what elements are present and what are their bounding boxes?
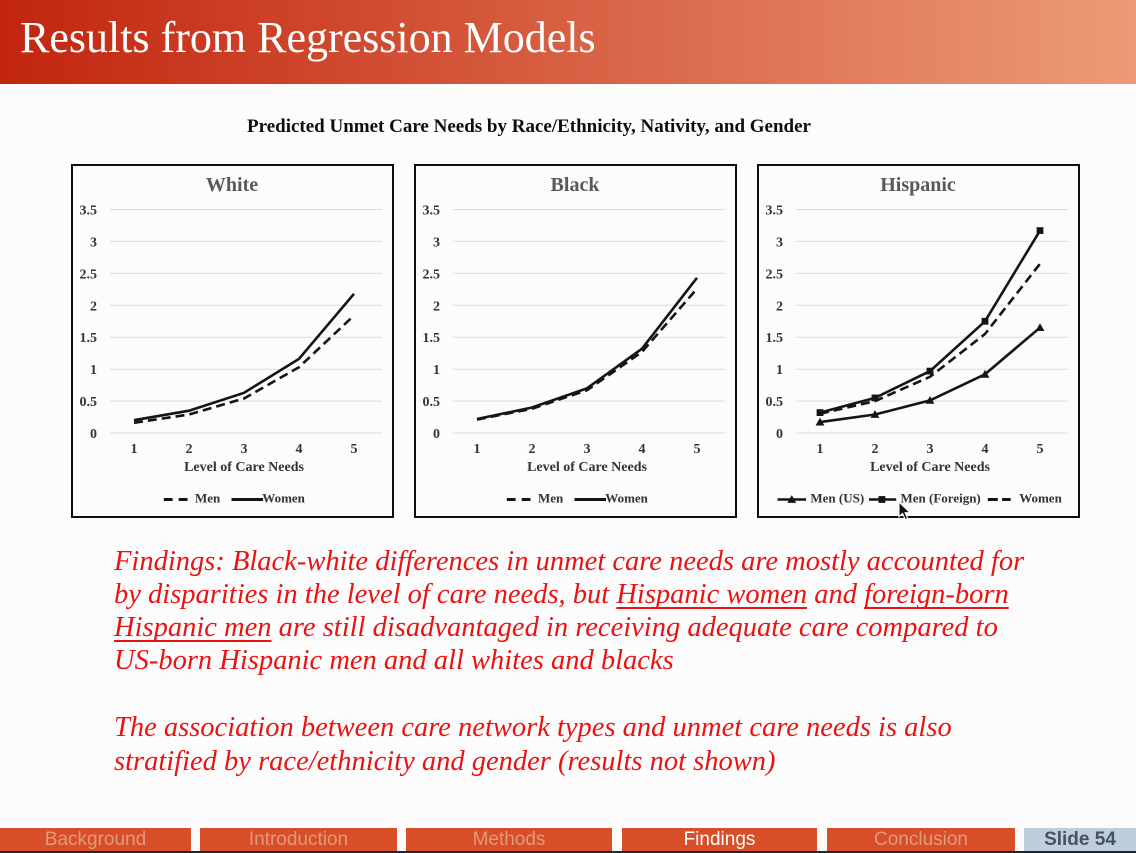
svg-text:0: 0 bbox=[776, 427, 783, 442]
svg-text:2: 2 bbox=[433, 299, 440, 314]
svg-text:5: 5 bbox=[1037, 442, 1044, 457]
svg-text:White: White bbox=[206, 174, 258, 196]
svg-text:Men (US): Men (US) bbox=[810, 491, 864, 506]
svg-text:2: 2 bbox=[529, 442, 536, 457]
svg-text:0.5: 0.5 bbox=[423, 395, 441, 410]
svg-text:3.5: 3.5 bbox=[423, 204, 441, 219]
svg-text:Level of Care Needs: Level of Care Needs bbox=[870, 460, 990, 475]
svg-text:3: 3 bbox=[776, 235, 783, 250]
svg-text:Hispanic: Hispanic bbox=[880, 174, 956, 196]
svg-text:Women: Women bbox=[1019, 491, 1062, 506]
svg-text:2: 2 bbox=[872, 442, 879, 457]
svg-text:1.5: 1.5 bbox=[80, 331, 98, 346]
svg-text:1: 1 bbox=[433, 363, 440, 378]
svg-text:0: 0 bbox=[433, 427, 440, 442]
svg-text:3.5: 3.5 bbox=[80, 204, 98, 219]
svg-text:2: 2 bbox=[90, 299, 97, 314]
svg-text:0.5: 0.5 bbox=[80, 395, 98, 410]
svg-text:1.5: 1.5 bbox=[423, 331, 441, 346]
svg-text:Level of Care Needs: Level of Care Needs bbox=[184, 460, 304, 475]
svg-text:Black: Black bbox=[551, 174, 601, 196]
svg-text:Men: Men bbox=[538, 491, 564, 506]
svg-text:3: 3 bbox=[927, 442, 934, 457]
svg-text:4: 4 bbox=[982, 442, 989, 457]
svg-text:3: 3 bbox=[90, 235, 97, 250]
svg-text:Men: Men bbox=[195, 491, 221, 506]
svg-text:2.5: 2.5 bbox=[766, 267, 784, 282]
svg-text:5: 5 bbox=[351, 442, 358, 457]
svg-text:3.5: 3.5 bbox=[766, 204, 784, 219]
svg-text:1.5: 1.5 bbox=[766, 331, 784, 346]
svg-text:2: 2 bbox=[776, 299, 783, 314]
svg-text:0.5: 0.5 bbox=[766, 395, 784, 410]
svg-text:1: 1 bbox=[474, 442, 481, 457]
svg-text:4: 4 bbox=[639, 442, 646, 457]
svg-text:1: 1 bbox=[817, 442, 824, 457]
svg-text:0: 0 bbox=[90, 427, 97, 442]
svg-text:1: 1 bbox=[90, 363, 97, 378]
svg-text:5: 5 bbox=[694, 442, 701, 457]
svg-text:Men (Foreign): Men (Foreign) bbox=[901, 491, 981, 506]
svg-text:2: 2 bbox=[186, 442, 193, 457]
svg-text:3: 3 bbox=[241, 442, 248, 457]
svg-text:1: 1 bbox=[131, 442, 138, 457]
svg-text:Level of Care Needs: Level of Care Needs bbox=[527, 460, 647, 475]
svg-text:1: 1 bbox=[776, 363, 783, 378]
svg-text:Women: Women bbox=[605, 491, 648, 506]
svg-text:2.5: 2.5 bbox=[423, 267, 441, 282]
svg-text:3: 3 bbox=[584, 442, 591, 457]
svg-text:4: 4 bbox=[296, 442, 303, 457]
svg-text:Women: Women bbox=[262, 491, 305, 506]
svg-text:3: 3 bbox=[433, 235, 440, 250]
svg-text:2.5: 2.5 bbox=[80, 267, 98, 282]
